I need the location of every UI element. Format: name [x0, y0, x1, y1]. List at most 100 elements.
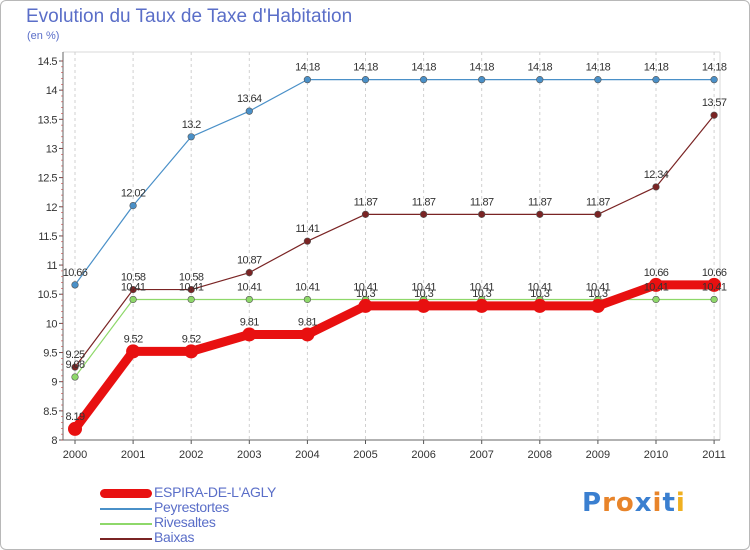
data-label-peyrestortes: 13.64: [237, 93, 262, 105]
data-label-rivesaltes: 10.41: [644, 281, 669, 293]
data-label-peyrestortes: 14.18: [353, 62, 378, 74]
data-point-peyrestortes: [710, 76, 718, 84]
data-point-baixas: [71, 363, 79, 371]
y-tick-label: 8.5: [43, 406, 57, 418]
data-point-baixas: [420, 210, 428, 218]
logo-letter: x: [634, 488, 653, 518]
data-point-rivesaltes: [129, 295, 137, 304]
data-label-espira-de-l-agly: 8.19: [65, 411, 84, 423]
data-label-baixas: 10.87: [237, 255, 262, 267]
data-label-rivesaltes: 10.41: [528, 281, 553, 293]
data-point-espira-de-l-agly: [590, 298, 605, 313]
data-label-peyrestortes: 14.18: [295, 62, 320, 74]
x-tick-label: 2002: [179, 449, 203, 461]
data-label-peyrestortes: 12.02: [121, 188, 146, 200]
legend-label-baixas: Baixas: [154, 529, 195, 545]
series-espira-de-l-agly: [68, 277, 722, 436]
data-label-espira-de-l-agly: 10.3: [472, 288, 491, 300]
data-point-baixas: [361, 210, 370, 218]
data-point-baixas: [303, 237, 312, 245]
data-point-rivesaltes: [187, 295, 195, 304]
y-tick-label: 11.5: [38, 231, 57, 243]
x-tick-label: 2010: [644, 449, 668, 461]
data-label-espira-de-l-agly: 10.3: [414, 288, 433, 300]
data-point-espira-de-l-agly: [474, 298, 489, 313]
data-point-espira-de-l-agly: [649, 277, 663, 292]
data-point-peyrestortes: [420, 76, 428, 84]
data-label-baixas: 13.57: [702, 97, 727, 109]
chart-title: Evolution du Taux de Taxe d'Habitation: [26, 6, 353, 27]
x-tick-label: 2008: [528, 449, 552, 461]
legend-swatch-baixas: [100, 538, 152, 540]
legend-swatch-espira: [100, 489, 152, 498]
data-point-peyrestortes: [303, 76, 312, 84]
data-point-espira-de-l-agly: [358, 298, 373, 313]
data-label-espira-de-l-agly: 10.66: [702, 267, 727, 279]
data-point-peyrestortes: [129, 202, 137, 210]
data-label-baixas: 11.87: [586, 196, 610, 208]
data-label-baixas: 11.87: [528, 196, 552, 208]
x-tick-label: 2007: [469, 449, 493, 461]
data-label-layer: 9.25 10.58 10.58 10.87 11.41 11.87 11.87 11.87 1…: [63, 62, 728, 423]
data-label-rivesaltes: 10.41: [586, 281, 611, 293]
axis-layer: 2000 2001 2002 2003 2004 2005 2006 2007 2008 2009…: [38, 52, 726, 461]
chart-subtitle: (en %): [27, 30, 60, 42]
data-label-baixas: 10.58: [121, 272, 146, 284]
data-label-peyrestortes: 10.66: [63, 267, 88, 279]
data-point-rivesaltes: [652, 295, 660, 304]
data-point-peyrestortes: [594, 76, 602, 84]
y-tick-label: 9.5: [43, 348, 57, 360]
data-label-espira-de-l-agly: 10.3: [588, 288, 607, 300]
series-line-baixas: [74, 114, 715, 368]
data-point-rivesaltes: [71, 373, 79, 381]
data-label-espira-de-l-agly: 9.52: [124, 333, 143, 345]
data-label-rivesaltes: 9.08: [65, 359, 84, 371]
data-point-espira-de-l-agly: [242, 327, 257, 342]
data-label-rivesaltes: 10.41: [237, 281, 262, 293]
data-label-baixas: 9.25: [65, 349, 84, 361]
x-tick-label: 2004: [295, 449, 319, 461]
data-label-peyrestortes: 14.18: [411, 62, 436, 74]
y-tick-label: 14.5: [38, 56, 58, 68]
legend-item-rivesaltes: Rivesaltes: [100, 514, 360, 531]
data-label-rivesaltes: 10.41: [179, 281, 204, 293]
y-tick-label: 10: [46, 318, 58, 330]
logo-letter: i: [675, 488, 686, 518]
data-point-peyrestortes: [71, 281, 79, 289]
data-label-espira-de-l-agly: 9.52: [182, 333, 201, 345]
data-label-peyrestortes: 13.2: [182, 119, 201, 131]
logo-letter: r: [602, 488, 616, 518]
data-point-espira-de-l-agly: [126, 344, 141, 359]
series-peyrestortes: [71, 76, 718, 289]
data-label-peyrestortes: 14.18: [586, 62, 611, 74]
data-label-espira-de-l-agly: 10.66: [644, 267, 669, 279]
data-label-rivesaltes: 10.41: [121, 281, 146, 293]
legend-item-espira: ESPIRA-DE-L'AGLY: [100, 484, 360, 501]
data-point-rivesaltes: [303, 295, 312, 304]
data-label-espira-de-l-agly: 9.81: [240, 316, 259, 328]
x-tick-label: 2011: [702, 449, 726, 461]
data-point-espira-de-l-agly: [184, 344, 199, 359]
data-point-peyrestortes: [652, 76, 660, 84]
data-label-rivesaltes: 10.41: [702, 281, 727, 293]
data-label-rivesaltes: 10.41: [353, 281, 378, 293]
data-label-espira-de-l-agly: 9.81: [298, 316, 317, 328]
series-line-espira-de-l-agly: [70, 280, 719, 434]
series-baixas: [71, 111, 718, 371]
data-label-espira-de-l-agly: 10.3: [530, 288, 549, 300]
data-point-baixas: [478, 210, 486, 218]
y-tick-label: 13.5: [38, 114, 58, 126]
data-label-rivesaltes: 10.41: [411, 281, 436, 293]
y-tick-label: 13: [46, 143, 58, 155]
grid-layer: [63, 51, 721, 440]
data-label-baixas: 11.87: [470, 196, 494, 208]
data-point-peyrestortes: [245, 107, 253, 115]
legend-item-peyrestortes: Peyrestortes: [100, 499, 360, 516]
proxiti-logo: Proxiti: [582, 488, 686, 518]
data-point-espira-de-l-agly: [707, 277, 722, 292]
data-label-peyrestortes: 14.18: [644, 62, 669, 74]
y-tick-label: 11: [47, 260, 58, 272]
legend-swatch-rivesaltes: [100, 523, 152, 525]
